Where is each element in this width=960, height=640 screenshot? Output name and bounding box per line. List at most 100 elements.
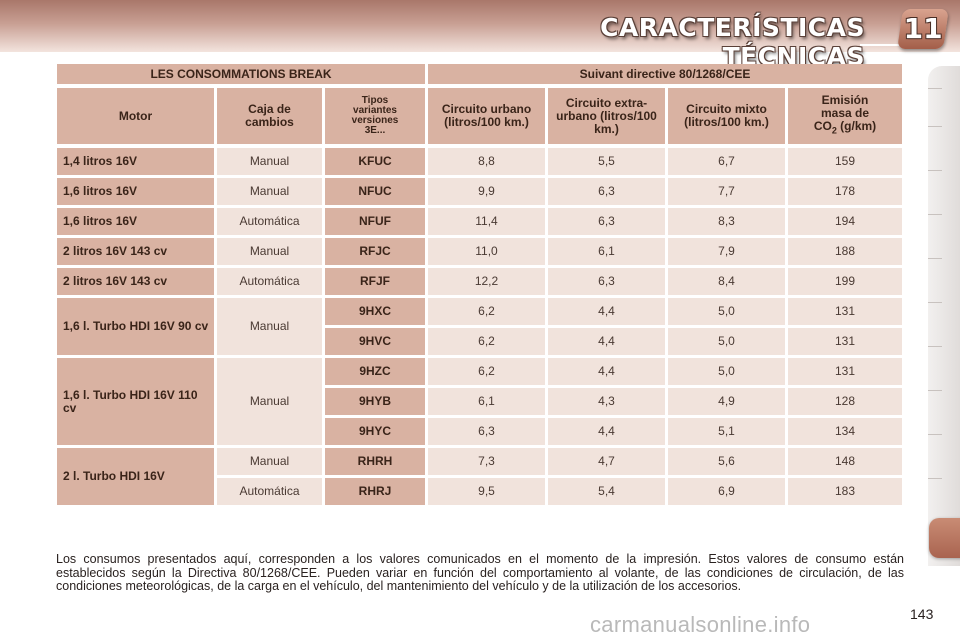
row-value-co2: 131 — [788, 358, 902, 385]
row-value-mixto: 5,6 — [668, 448, 785, 475]
row-value-extra: 4,4 — [548, 328, 665, 355]
page-header: CARACTERÍSTICAS TÉCNICAS 11 — [0, 0, 960, 71]
row-value-co2: 134 — [788, 418, 902, 445]
row-gearbox-cell: Manual — [217, 148, 322, 175]
chapter-number: 11 — [903, 12, 943, 45]
col-header-emision: Emisión masa de CO2 (g/km) — [788, 88, 902, 144]
row-value-mixto: 4,9 — [668, 388, 785, 415]
page-title: CARACTERÍSTICAS TÉCNICAS — [600, 13, 865, 71]
row-value-urbano: 12,2 — [428, 268, 545, 295]
row-value-co2: 183 — [788, 478, 902, 505]
row-motor-label: 1,6 l. Turbo HDI 16V 90 cv — [57, 298, 214, 355]
co-label: CO — [813, 119, 832, 134]
side-index-tab[interactable] — [928, 126, 942, 127]
row-value-urbano: 6,1 — [428, 388, 545, 415]
side-index-tab[interactable] — [928, 302, 942, 303]
row-type-code: NFUF — [325, 208, 425, 235]
row-value-mixto: 5,0 — [668, 298, 785, 325]
col-header-tipos: Tipos variantes versiones 3E... — [325, 88, 425, 144]
row-value-urbano: 11,4 — [428, 208, 545, 235]
row-value-extra: 4,7 — [548, 448, 665, 475]
row-value-urbano: 6,3 — [428, 418, 545, 445]
row-motor-label: 1,4 litros 16V — [57, 148, 214, 175]
row-value-mixto: 7,7 — [668, 178, 785, 205]
row-type-code: 9HVC — [325, 328, 425, 355]
row-value-extra: 6,1 — [548, 238, 665, 265]
row-value-urbano: 9,9 — [428, 178, 545, 205]
row-value-mixto: 5,1 — [668, 418, 785, 445]
footnote-text: Los consumos presentados aquí, correspon… — [56, 552, 904, 593]
row-value-mixto: 8,4 — [668, 268, 785, 295]
row-motor-label: 2 litros 16V 143 cv — [57, 268, 214, 295]
page-number: 143 — [910, 606, 934, 622]
row-gearbox-cell: Manual — [217, 238, 322, 265]
col-header-motor: Motor — [57, 88, 214, 144]
side-index-tab[interactable] — [928, 346, 942, 347]
row-value-urbano: 8,8 — [428, 148, 545, 175]
row-value-co2: 178 — [788, 178, 902, 205]
side-index-tab[interactable] — [928, 434, 942, 435]
row-value-co2: 131 — [788, 328, 902, 355]
co-subscript: 2 — [831, 125, 837, 136]
row-value-extra: 5,5 — [548, 148, 665, 175]
col-header-mixto: Circuito mixto (litros/100 km.) — [668, 88, 785, 144]
row-type-code: RFJC — [325, 238, 425, 265]
row-motor-label: 1,6 litros 16V — [57, 208, 214, 235]
row-gearbox-cell: Manual — [217, 448, 322, 475]
row-value-urbano: 9,5 — [428, 478, 545, 505]
row-value-co2: 128 — [788, 388, 902, 415]
side-index-tab[interactable] — [928, 478, 942, 479]
table-title-left: LES CONSOMMATIONS BREAK — [57, 64, 425, 84]
side-index-tab[interactable] — [928, 170, 942, 171]
side-index-tab[interactable] — [928, 88, 942, 89]
row-motor-label: 1,6 litros 16V — [57, 178, 214, 205]
col-header-caja: Caja de cambios — [217, 88, 322, 144]
col-header-emision-unit: CO2 (g/km) — [814, 120, 876, 137]
col-header-extra: Circuito extra-urbano (litros/100 km.) — [548, 88, 665, 144]
row-value-extra: 6,3 — [548, 208, 665, 235]
row-value-mixto: 7,9 — [668, 238, 785, 265]
col-header-emision-label: Emisión masa de — [820, 93, 870, 121]
row-value-urbano: 6,2 — [428, 358, 545, 385]
col-header-urbano: Circuito urbano (litros/100 km.) — [428, 88, 545, 144]
unit-label: (g/km) — [836, 119, 877, 134]
side-index-tab-active[interactable] — [929, 518, 960, 558]
side-index-tab[interactable] — [928, 214, 942, 215]
row-value-mixto: 8,3 — [668, 208, 785, 235]
row-value-co2: 148 — [788, 448, 902, 475]
row-value-extra: 6,3 — [548, 268, 665, 295]
row-motor-label: 2 litros 16V 143 cv — [57, 238, 214, 265]
row-value-co2: 159 — [788, 148, 902, 175]
row-value-mixto: 5,0 — [668, 328, 785, 355]
table-title-right: Suivant directive 80/1268/CEE — [428, 64, 902, 84]
row-type-code: RHRH — [325, 448, 425, 475]
row-value-urbano: 11,0 — [428, 238, 545, 265]
row-value-extra: 4,3 — [548, 388, 665, 415]
row-value-co2: 188 — [788, 238, 902, 265]
row-value-extra: 4,4 — [548, 358, 665, 385]
row-type-code: 9HXC — [325, 298, 425, 325]
row-value-extra: 6,3 — [548, 178, 665, 205]
row-type-code: 9HZC — [325, 358, 425, 385]
row-value-mixto: 5,0 — [668, 358, 785, 385]
row-type-code: RFJF — [325, 268, 425, 295]
side-index-strip — [928, 66, 960, 566]
row-gearbox-cell: Manual — [217, 178, 322, 205]
watermark: carmanualsonline.info — [590, 612, 811, 637]
row-value-mixto: 6,7 — [668, 148, 785, 175]
row-gearbox-cell: Automática — [217, 208, 322, 235]
row-type-code: KFUC — [325, 148, 425, 175]
side-index-tab[interactable] — [928, 390, 942, 391]
row-value-co2: 199 — [788, 268, 902, 295]
row-gearbox-cell: Manual — [217, 298, 322, 355]
row-value-urbano: 6,2 — [428, 328, 545, 355]
chapter-badge: 11 — [897, 9, 949, 49]
row-type-code: 9HYB — [325, 388, 425, 415]
row-value-urbano: 7,3 — [428, 448, 545, 475]
row-type-code: RHRJ — [325, 478, 425, 505]
side-index-tab[interactable] — [928, 258, 942, 259]
row-value-co2: 131 — [788, 298, 902, 325]
row-value-mixto: 6,9 — [668, 478, 785, 505]
row-motor-label: 2 l. Turbo HDI 16V — [57, 448, 214, 505]
row-type-code: NFUC — [325, 178, 425, 205]
